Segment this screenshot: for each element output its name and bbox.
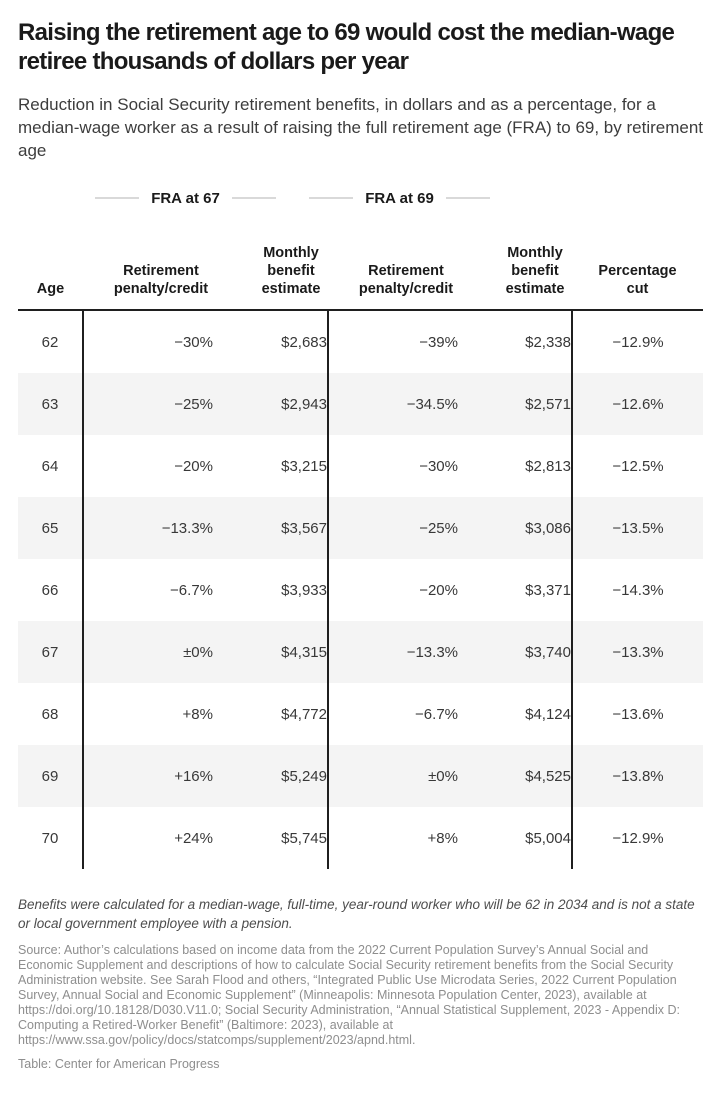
header-row: Age Retirement penalty/credit Monthly be… — [18, 244, 703, 311]
cell-fra67-penalty: −6.7% — [82, 559, 213, 621]
cell-age: 62 — [41, 333, 59, 351]
cell-fra67-benefit: $2,943 — [213, 373, 328, 435]
cell-age: 69 — [18, 745, 83, 807]
cell-age: 63 — [18, 373, 83, 435]
cell-age: 64 — [41, 457, 59, 475]
cell-fra67-benefit: $5,249 — [213, 745, 328, 807]
cell-fra69-benefit: $5,004 — [525, 829, 571, 847]
cell-fra67-benefit: $3,567 — [213, 497, 328, 559]
cell-fra67-penalty: +16% — [82, 745, 213, 807]
cell-fra69-benefit: $3,086 — [458, 497, 572, 559]
cell-fra67-benefit: $3,933 — [281, 581, 327, 599]
table-row: 68 +8% $4,772 −6.7% $4,124 −13.6% — [18, 683, 703, 745]
cell-age: 68 — [41, 705, 59, 723]
table-row: 67 ±0% $4,315 −13.3% $3,740 −13.3% — [18, 621, 703, 683]
cell-fra67-penalty: +8% — [82, 683, 213, 745]
cell-fra67-penalty: −13.3% — [82, 497, 213, 559]
cell-age: 70 — [41, 829, 59, 847]
cell-fra67-penalty: −30% — [82, 310, 213, 373]
group-header-fra-69: FRA at 69 — [309, 189, 491, 207]
group-rule-left — [95, 197, 140, 199]
cell-fra69-benefit: $4,525 — [458, 745, 572, 807]
credit-line: Table: Center for American Progress — [18, 1057, 220, 1071]
group-rule-right — [231, 197, 277, 199]
table-row: 65 −13.3% $3,567 −25% $3,086 −13.5% — [18, 497, 703, 559]
col-header-fra67-penalty: Retirement penalty/credit — [83, 244, 213, 311]
chart-subtitle: Reduction in Social Security retirement … — [18, 95, 704, 160]
table-row: 62 −30% $2,683 −39% $2,338 −12.9% — [18, 310, 703, 373]
column-group-headers: FRA at 67 FRA at 69 — [18, 189, 703, 207]
cell-fra69-penalty: −13.3% — [327, 621, 458, 683]
cell-percentage-cut: −14.3% — [571, 559, 703, 621]
col-header-fra69-penalty: Retirement penalty/credit — [328, 244, 458, 311]
cell-percentage-cut: −12.9% — [571, 310, 703, 373]
group-rule-right — [445, 197, 491, 199]
col-header-percentage-cut: Percentage cut — [572, 244, 703, 311]
col-header-fra69-benefit: Monthly benefit estimate — [458, 244, 572, 311]
cell-fra69-penalty: −6.7% — [327, 683, 458, 745]
cell-fra69-benefit: $2,571 — [458, 373, 572, 435]
group-label-fra-69: FRA at 69 — [365, 189, 434, 207]
cell-fra69-penalty: −20% — [327, 559, 458, 621]
cell-percentage-cut: −13.5% — [571, 497, 703, 559]
cell-fra69-penalty: −34.5% — [327, 373, 458, 435]
cell-age: 67 — [18, 621, 83, 683]
table-row: 64 −20% $3,215 −30% $2,813 −12.5% — [18, 435, 703, 497]
cell-percentage-cut: −13.6% — [571, 683, 703, 745]
cell-fra69-benefit: $2,338 — [525, 333, 571, 351]
cell-age: 65 — [18, 497, 83, 559]
table-row: 70 +24% $5,745 +8% $5,004 −12.9% — [18, 807, 703, 869]
group-header-fra-67: FRA at 67 — [95, 189, 277, 207]
cell-percentage-cut: −12.5% — [571, 435, 703, 497]
cell-percentage-cut: −13.8% — [571, 745, 703, 807]
cell-fra69-penalty: −25% — [327, 497, 458, 559]
table-row: 66 −6.7% $3,933 −20% $3,371 −14.3% — [18, 559, 703, 621]
cell-fra69-benefit: $4,124 — [525, 705, 571, 723]
group-rule-left — [309, 197, 354, 199]
col-header-fra67-benefit: Monthly benefit estimate — [213, 244, 328, 311]
table-body: 62 −30% $2,683 −39% $2,338 −12.9% 63 −25% $2,943… — [18, 310, 703, 869]
cell-fra67-benefit: $4,772 — [281, 705, 327, 723]
cell-fra69-penalty: −39% — [327, 310, 458, 373]
cell-fra69-benefit: $3,371 — [525, 581, 571, 599]
cell-fra69-benefit: $3,740 — [458, 621, 572, 683]
cell-age: 66 — [41, 581, 59, 599]
cell-fra69-penalty: −30% — [327, 435, 458, 497]
cell-fra69-penalty: +8% — [327, 807, 458, 869]
cell-fra67-penalty: ±0% — [82, 621, 213, 683]
chart-title: Raising the retirement age to 69 would c… — [18, 19, 675, 75]
footnote: Benefits were calculated for a median-wa… — [18, 897, 695, 931]
cell-percentage-cut: −12.6% — [571, 373, 703, 435]
table-row: 63 −25% $2,943 −34.5% $2,571 −12.6% — [18, 373, 703, 435]
cell-fra67-penalty: −20% — [82, 435, 213, 497]
benefits-table: Age Retirement penalty/credit Monthly be… — [18, 244, 703, 869]
cell-fra67-benefit: $5,745 — [281, 829, 327, 847]
cell-percentage-cut: −12.9% — [571, 807, 703, 869]
cell-fra67-penalty: +24% — [82, 807, 213, 869]
cell-fra67-benefit: $3,215 — [281, 457, 327, 475]
group-label-fra-67: FRA at 67 — [151, 189, 220, 207]
col-header-age: Age — [18, 244, 83, 311]
cell-fra67-penalty: −25% — [82, 373, 213, 435]
cell-fra69-penalty: ±0% — [327, 745, 458, 807]
cell-fra69-benefit: $2,813 — [525, 457, 571, 475]
table-row: 69 +16% $5,249 ±0% $4,525 −13.8% — [18, 745, 703, 807]
cell-fra67-benefit: $2,683 — [281, 333, 327, 351]
source-text: Source: Author’s calculations based on i… — [18, 943, 680, 1047]
cell-fra67-benefit: $4,315 — [213, 621, 328, 683]
cell-percentage-cut: −13.3% — [571, 621, 703, 683]
